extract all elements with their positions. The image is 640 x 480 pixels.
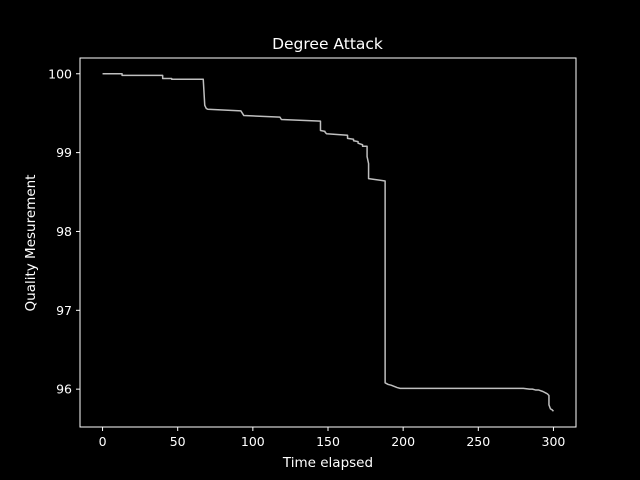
x-tick-label: 250: [466, 434, 490, 449]
series-line-1: [102, 73, 554, 412]
x-tick-label: 50: [170, 434, 186, 449]
y-tick-label: 96: [56, 382, 72, 397]
x-tick-label: 100: [241, 434, 265, 449]
y-tick-label: 97: [56, 303, 72, 318]
plot-area: [102, 73, 554, 412]
y-tick-label: 98: [56, 224, 72, 239]
chart-title: Degree Attack: [272, 35, 383, 53]
x-tick-label: 300: [542, 434, 566, 449]
x-tick-label: 150: [316, 434, 340, 449]
y-tick-label: 99: [56, 145, 72, 160]
x-tick-label: 0: [99, 434, 107, 449]
x-tick-label: 200: [391, 434, 415, 449]
y-axis-label: Quality Mesurement: [23, 175, 39, 312]
x-axis: 0 50 100 150 200 250 300: [99, 427, 566, 449]
y-tick-label: 100: [48, 66, 72, 81]
y-axis: 96 97 98 99 100: [48, 66, 80, 397]
x-axis-label: Time elapsed: [282, 455, 373, 471]
